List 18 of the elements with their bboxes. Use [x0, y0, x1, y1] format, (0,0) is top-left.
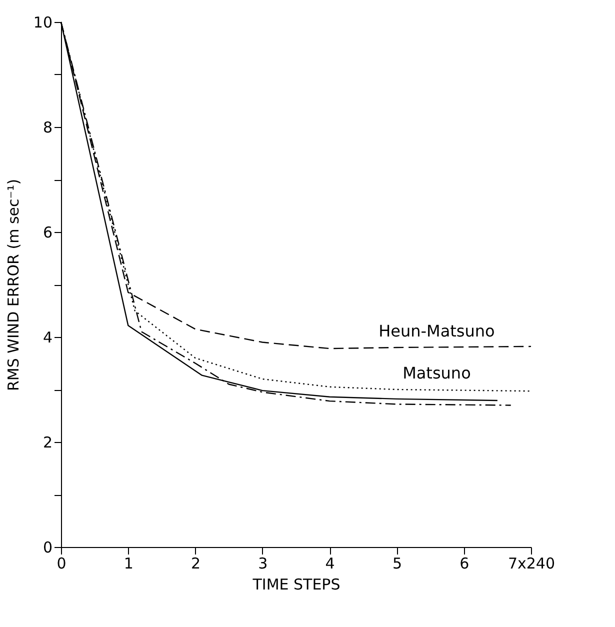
y-tick-label: 0 [42, 538, 52, 556]
x-tick-label: 3 [258, 554, 268, 572]
series-label: Heun-Matsuno [378, 322, 495, 340]
x-tick-label: 2 [191, 554, 201, 572]
y-tick-label: 6 [42, 224, 52, 242]
x-tick-label: 4 [325, 554, 335, 572]
y-tick-label: 10 [33, 14, 52, 32]
y-tick-label: 4 [42, 328, 52, 346]
x-tick-label: 0 [56, 554, 66, 572]
x-axis-title: TIME STEPS [252, 576, 340, 594]
x-tick-label: 5 [392, 554, 402, 572]
y-axis-title: RMS WIND ERROR (m sec⁻¹) [4, 178, 22, 392]
series-label: Matsuno [402, 364, 471, 382]
x-tick-label: 1 [124, 554, 134, 572]
x-tick-label: 7x240 [508, 554, 556, 572]
x-tick-label: 6 [460, 554, 470, 572]
y-tick-label: 2 [42, 434, 52, 452]
y-tick-label: 8 [42, 118, 52, 136]
